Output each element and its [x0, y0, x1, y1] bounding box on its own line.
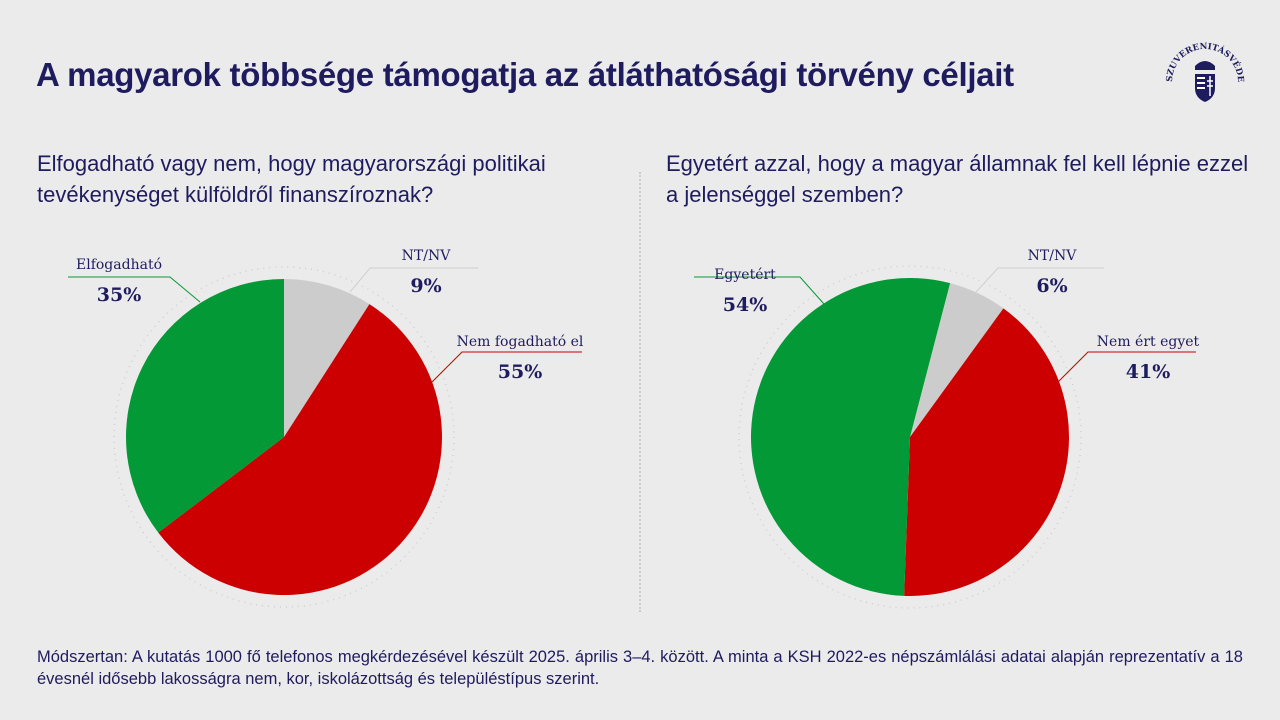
slice-value: 9%: [410, 275, 441, 297]
pie-slice-1: [284, 279, 370, 437]
divider: [639, 172, 641, 612]
leader-line: [1057, 351, 1196, 383]
leader-line: [975, 267, 1104, 293]
chart-2-question: Egyetért azzal, hogy a magyar államnak f…: [666, 151, 1249, 207]
slice-label: NT/NV: [1028, 248, 1078, 264]
slice-label: Nem fogadható el: [457, 334, 584, 350]
slice-label: Nem ért egyet: [1097, 334, 1200, 350]
methodology-note: Módszertan: A kutatás 1000 fő telefonos …: [37, 648, 1243, 688]
slice-label: NT/NV: [402, 248, 452, 264]
institute-logo: SZUVERENITÁSVÉDELMI KUTATÓINTÉZET: [1155, 25, 1250, 118]
leader-line: [694, 276, 825, 305]
slice-value: 54%: [723, 294, 768, 316]
leader-line: [68, 276, 201, 303]
slice-label: Elfogadható: [76, 257, 162, 273]
pie-slice-3: [125, 279, 285, 533]
pie-slice-2: [158, 304, 443, 596]
leader-line: [349, 267, 478, 293]
pie-slice-3: [751, 277, 951, 596]
page-title: A magyarok többsége támogatja az átlátha…: [36, 56, 1014, 93]
slice-value: 55%: [498, 361, 543, 383]
slice-value: 41%: [1126, 361, 1171, 383]
pie-outer-ring: [738, 265, 1082, 609]
pie-outer-ring: [113, 266, 455, 608]
slice-label: Egyetért: [714, 267, 776, 283]
slice-value: 6%: [1036, 275, 1067, 297]
chart-1-question: Elfogadható vagy nem, hogy magyarországi…: [37, 151, 546, 207]
leader-line: [431, 351, 582, 383]
pie-slice-1: [910, 283, 1004, 437]
slice-value: 35%: [97, 284, 142, 306]
pie-slice-2: [904, 308, 1069, 596]
